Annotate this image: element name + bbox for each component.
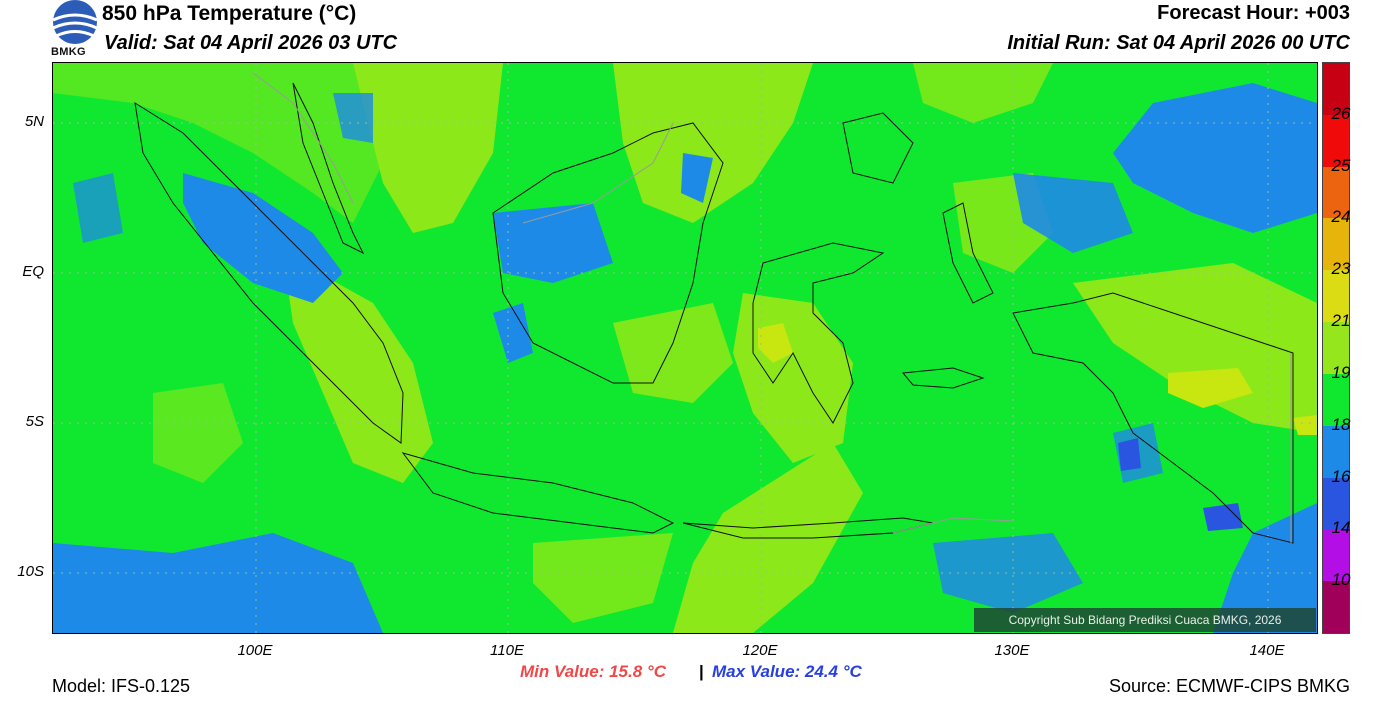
sulawesi-coast: [752, 242, 885, 424]
coastlines: [134, 82, 1294, 544]
model-name: Model: IFS-0.125: [52, 676, 191, 696]
cool-areas: [53, 83, 1317, 633]
sumatra-coast: [134, 101, 404, 444]
copyright-note: Copyright Sub Bidang Prediksi Cuaca BMKG…: [974, 608, 1316, 632]
max-value: Max Value: 24.4 °C: [712, 662, 862, 681]
colorbar-label: 16: [1331, 466, 1351, 486]
chart-title: 850 hPa Temperature (°C): [102, 2, 357, 25]
colorbar-cell: [1323, 322, 1349, 375]
lat-label: EQ: [22, 263, 44, 280]
colorbar-label: 25: [1331, 155, 1351, 175]
map-field: [53, 63, 1317, 633]
forecast-hour: Forecast Hour: +003: [1157, 2, 1350, 24]
colorbar-cell: [1323, 477, 1349, 530]
lon-label: 120E: [742, 642, 778, 659]
colorbar-label: 26: [1331, 103, 1351, 123]
lon-label: 110E: [490, 642, 524, 659]
warmer-areas: [758, 323, 1317, 435]
seram-coast: [902, 367, 985, 389]
bmkg-logo: [52, 0, 98, 44]
colorbar-cell: [1323, 373, 1349, 427]
initial-run: Initial Run: Sat 04 April 2026 00 UTC: [1007, 32, 1350, 54]
colorbar-cell: [1323, 270, 1349, 323]
lon-label: 130E: [994, 642, 1030, 659]
colorbar-label: 23: [1331, 259, 1351, 279]
colorbar-label: 21: [1331, 311, 1351, 331]
mindanao-coast: [842, 112, 914, 184]
colorbar-label: 19: [1331, 362, 1351, 382]
temperature-map: [52, 62, 1318, 634]
borders: [252, 72, 1292, 543]
colorbar-cell: [1323, 529, 1349, 582]
gridlines: [53, 63, 1317, 633]
coolest-areas: [1118, 438, 1243, 531]
colorbar-cell: [1323, 114, 1349, 168]
value-separator: |: [699, 662, 704, 681]
colorbar-cell: [1323, 425, 1349, 479]
warm-areas: [53, 63, 1317, 633]
colorbar-label: 24: [1331, 207, 1351, 227]
colorbar-label: 10: [1331, 570, 1351, 590]
borneo-coast: [492, 122, 724, 384]
colorbar-label: 18: [1331, 414, 1351, 434]
logo-text: BMKG: [51, 46, 86, 58]
lat-label: 5N: [24, 113, 44, 130]
java-coast: [401, 452, 675, 534]
colorbar-cell: [1323, 581, 1349, 634]
valid-time: Valid: Sat 04 April 2026 03 UTC: [104, 32, 398, 54]
lon-label: 100E: [237, 642, 273, 659]
data-source: Source: ECMWF-CIPS BMKG: [1108, 676, 1350, 696]
colorbar: [1322, 62, 1350, 634]
colorbar-label: 14: [1331, 518, 1351, 538]
colorbar-cell: [1323, 218, 1349, 271]
colorbar-cell: [1323, 166, 1349, 219]
min-value: Min Value: 15.8 °C: [520, 662, 666, 681]
lat-label: 10S: [17, 563, 44, 580]
lon-label: 140E: [1249, 642, 1285, 659]
colorbar-cell: [1323, 63, 1349, 116]
maluku-coast: [942, 202, 994, 304]
lat-label: 5S: [25, 413, 44, 430]
papua-coast: [1012, 292, 1294, 544]
